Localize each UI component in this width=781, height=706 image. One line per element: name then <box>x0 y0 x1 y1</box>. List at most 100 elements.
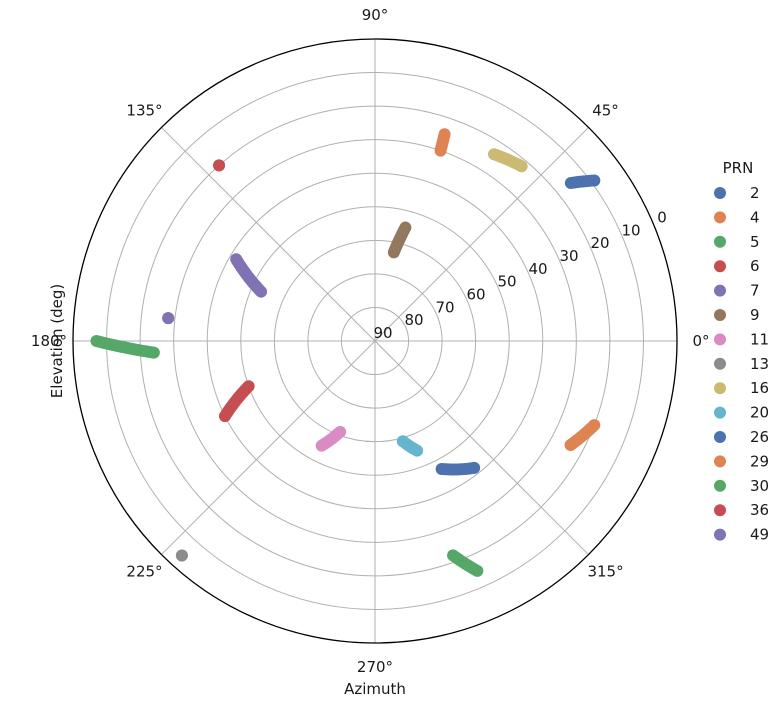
series-prn-4 <box>434 128 451 157</box>
legend-marker <box>714 211 726 224</box>
legend-label: 2 <box>750 184 760 202</box>
polar-frame <box>72 38 678 644</box>
series-prn-30 <box>447 549 484 577</box>
grid-spoke-135 <box>161 127 376 342</box>
series-prn-6 <box>213 159 226 172</box>
legend-item-11: 11 <box>714 330 769 348</box>
series-prn-5 <box>90 335 160 359</box>
data-point-prn-7 <box>162 312 175 325</box>
data-point-prn-30 <box>471 564 484 577</box>
data-point-prn-2 <box>588 174 601 187</box>
legend-label: 5 <box>750 233 760 251</box>
data-point-prn-16 <box>515 160 528 173</box>
theta-tick-label-225: 225° <box>126 563 162 581</box>
theta-tick-label-180: 180° <box>31 332 67 350</box>
legend-label: 6 <box>750 257 760 275</box>
r-tick-label-50: 50 <box>497 273 516 291</box>
legend-item-4: 4 <box>714 208 760 226</box>
r-tick-label-30: 30 <box>559 247 578 265</box>
legend-item-7: 7 <box>714 282 760 300</box>
legend-marker <box>714 235 726 248</box>
data-point-prn-36 <box>242 380 255 393</box>
r-tick-label-40: 40 <box>528 260 547 278</box>
theta-tick-label-135: 135° <box>126 101 162 119</box>
r-tick-label-0: 0 <box>657 208 667 226</box>
legend-marker <box>714 455 726 468</box>
legend-title: PRN <box>723 159 754 177</box>
legend-item-26: 26 <box>714 428 769 446</box>
series-prn-16 <box>487 148 528 173</box>
data-point-prn-49 <box>255 285 268 298</box>
x-axis-label: Azimuth <box>344 680 406 698</box>
data-point-prn-9 <box>399 221 412 234</box>
legend-item-36: 36 <box>714 501 769 519</box>
legend: PRN 2 4 5 6 7 9 11 13 16 20 26 29 30 36 49 <box>714 159 769 544</box>
series-prn-13 <box>175 549 188 562</box>
series-prn-7 <box>162 312 175 325</box>
legend-item-6: 6 <box>714 257 760 275</box>
data-point-prn-20 <box>396 435 409 448</box>
legend-item-20: 20 <box>714 404 769 422</box>
theta-tick-label-90: 90° <box>362 6 389 24</box>
legend-marker <box>714 479 726 492</box>
theta-tick-label-315: 315° <box>587 563 623 581</box>
legend-label: 11 <box>750 330 769 348</box>
data-point-prn-13 <box>175 549 188 562</box>
legend-label: 16 <box>750 379 769 397</box>
plot-area <box>90 128 601 577</box>
legend-label: 20 <box>750 404 769 422</box>
polar-grid <box>73 39 677 643</box>
data-point-prn-6 <box>213 159 226 172</box>
data-point-prn-11 <box>334 425 347 438</box>
legend-marker <box>714 187 726 199</box>
series-prn-2 <box>564 174 601 189</box>
legend-item-5: 5 <box>714 233 760 251</box>
data-point-prn-4 <box>438 128 451 141</box>
legend-item-16: 16 <box>714 379 769 397</box>
legend-marker <box>714 504 726 517</box>
grid-spoke-45 <box>374 127 589 342</box>
legend-item-13: 13 <box>714 355 769 373</box>
series-prn-9 <box>387 221 412 259</box>
legend-label: 7 <box>750 282 760 300</box>
legend-marker <box>714 357 726 370</box>
theta-tick-label-45: 45° <box>592 101 619 119</box>
legend-item-49: 49 <box>714 526 769 544</box>
legend-marker <box>714 284 726 297</box>
legend-marker <box>714 309 726 321</box>
r-tick-label-70: 70 <box>435 298 454 316</box>
legend-item-9: 9 <box>714 306 760 324</box>
series-prn-29 <box>564 419 601 451</box>
legend-label: 13 <box>750 355 769 373</box>
series-prn-36 <box>218 380 255 423</box>
legend-label: 29 <box>750 452 769 470</box>
data-point-prn-29 <box>564 438 577 451</box>
series-prn-20 <box>396 435 424 457</box>
data-point-prn-5 <box>90 335 103 347</box>
r-tick-label-60: 60 <box>466 285 485 303</box>
legend-label: 4 <box>750 208 760 226</box>
grid-spoke-315 <box>374 340 589 555</box>
r-tick-label-20: 20 <box>590 234 609 252</box>
legend-marker <box>714 528 726 541</box>
theta-tick-label-270: 270° <box>357 658 393 676</box>
legend-label: 26 <box>750 428 769 446</box>
legend-item-2: 2 <box>714 184 760 202</box>
legend-marker <box>714 260 726 273</box>
legend-label: 49 <box>750 526 769 544</box>
legend-item-30: 30 <box>714 477 769 495</box>
y-axis-label: Elevation (deg) <box>48 284 66 398</box>
legend-label: 36 <box>750 501 769 519</box>
series-prn-49 <box>230 253 268 298</box>
legend-item-29: 29 <box>714 452 769 470</box>
r-tick-label-10: 10 <box>621 221 640 239</box>
r-tick-label-80: 80 <box>404 311 423 329</box>
legend-label: 30 <box>750 477 769 495</box>
legend-marker <box>714 431 726 443</box>
r-tick-label-90: 90 <box>373 324 392 342</box>
legend-marker <box>714 382 726 395</box>
tick-labels: 0° 45° 90° 135° 180° 225° 270° 315° 0 10 20 30 40 50 6… <box>31 6 710 676</box>
legend-marker <box>714 333 726 346</box>
grid-spoke-225 <box>161 340 376 555</box>
